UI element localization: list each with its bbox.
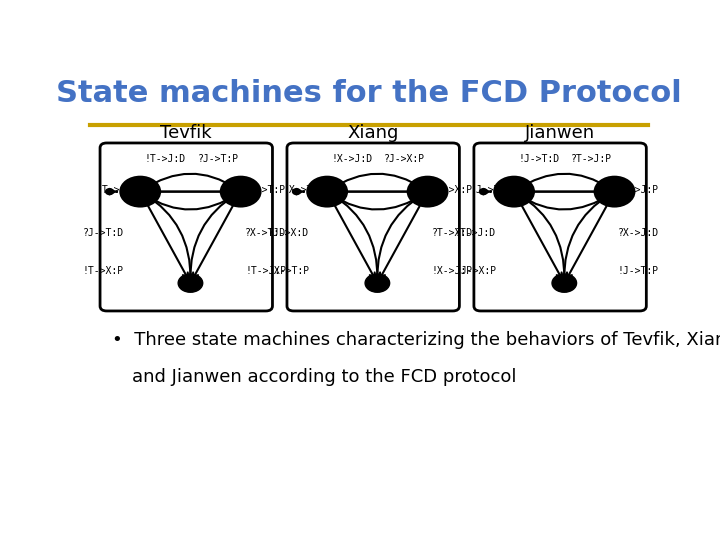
Text: ?X->J:P: ?X->J:P	[617, 185, 658, 194]
Text: •  Three state machines characterizing the behaviors of Tevfik, Xiang: • Three state machines characterizing th…	[112, 331, 720, 349]
Text: ?T->J:P: ?T->J:P	[570, 154, 612, 164]
Text: ?T->J:D: ?T->J:D	[455, 228, 496, 238]
Text: !T->J:D: !T->J:D	[145, 154, 186, 164]
Text: !J->X:D: !J->X:D	[470, 185, 511, 194]
Circle shape	[495, 177, 534, 206]
Circle shape	[292, 188, 300, 194]
Circle shape	[408, 177, 447, 206]
Circle shape	[480, 188, 487, 194]
Text: !J->X:P: !J->X:P	[455, 266, 496, 275]
Text: Xiang: Xiang	[348, 124, 399, 141]
Text: !X->J:P: !X->J:P	[431, 266, 472, 275]
Circle shape	[552, 274, 577, 292]
Text: ?J->T:P: ?J->T:P	[198, 154, 239, 164]
FancyBboxPatch shape	[100, 143, 272, 311]
Circle shape	[307, 177, 346, 206]
Circle shape	[106, 188, 114, 194]
Text: ?X->T:D: ?X->T:D	[245, 228, 287, 238]
Text: ?J->X:D: ?J->X:D	[268, 228, 310, 238]
FancyBboxPatch shape	[287, 143, 459, 311]
Text: !X->J:D: !X->J:D	[332, 154, 373, 164]
Text: ?X->J:D: ?X->J:D	[617, 228, 658, 238]
Circle shape	[595, 177, 634, 206]
Text: and Jianwen according to the FCD protocol: and Jianwen according to the FCD protoco…	[132, 368, 516, 386]
Text: !T->J:D: !T->J:D	[96, 185, 138, 194]
Text: !J->T:D: !J->T:D	[518, 154, 559, 164]
Text: !X->T:P: !X->T:P	[268, 266, 310, 275]
Text: ?T->X:D: ?T->X:D	[431, 228, 472, 238]
Circle shape	[178, 274, 203, 292]
FancyBboxPatch shape	[474, 143, 647, 311]
Circle shape	[365, 274, 390, 292]
Text: !T->J:P: !T->J:P	[245, 266, 287, 275]
Circle shape	[221, 177, 260, 206]
Circle shape	[121, 177, 160, 206]
Text: !T->X:P: !T->X:P	[82, 266, 124, 275]
Text: ?X->T:P: ?X->T:P	[245, 185, 287, 194]
Text: State machines for the FCD Protocol: State machines for the FCD Protocol	[56, 79, 682, 109]
Text: !J->T:P: !J->T:P	[617, 266, 658, 275]
Text: ?T->X:P: ?T->X:P	[431, 185, 472, 194]
Text: Tevfik: Tevfik	[161, 124, 212, 141]
Text: Jianwen: Jianwen	[525, 124, 595, 141]
Text: ?J->X:P: ?J->X:P	[384, 154, 425, 164]
Text: ?J->T:D: ?J->T:D	[82, 228, 124, 238]
Text: !X->T:D: !X->T:D	[283, 185, 324, 194]
